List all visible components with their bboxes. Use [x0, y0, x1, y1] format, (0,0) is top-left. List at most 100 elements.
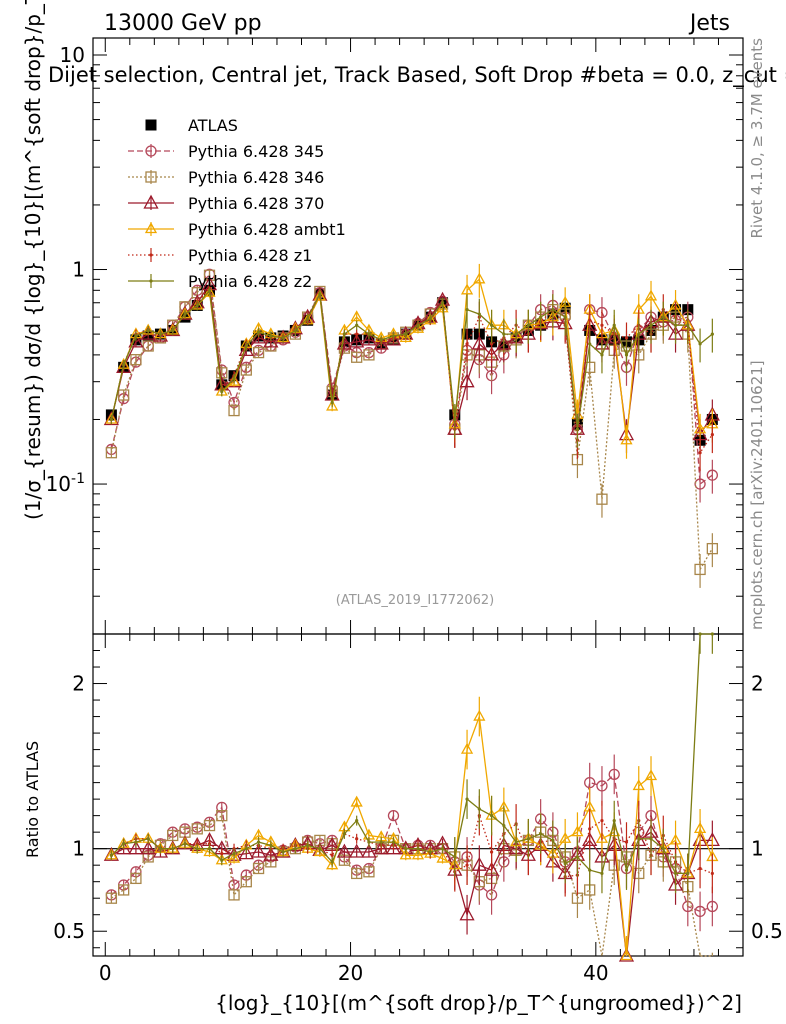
ratio-point-pythia-6-428-370 — [336, 843, 353, 858]
legend-marker-pythia-6-428-346 — [145, 171, 157, 183]
ratio-point-pythia-6-428-345 — [387, 809, 400, 822]
data-point-pythia-6-428-z2 — [404, 332, 408, 336]
data-point-pythia-6-428-370 — [103, 411, 119, 426]
ratio-point-pythia-6-428-z2 — [281, 850, 285, 854]
ratio-point-pythia-6-428-370 — [177, 835, 193, 850]
ratio-point-pythia-6-428-ambt1 — [350, 795, 363, 807]
ratio-point-pythia-6-428-z2 — [600, 871, 604, 876]
data-point-pythia-6-428-ambt1 — [644, 289, 658, 301]
data-point-pythia-6-428-z2 — [563, 315, 567, 319]
ratio-point-pythia-6-428-345 — [694, 905, 706, 918]
ratio-point-pythia-6-428-370 — [250, 843, 267, 858]
data-point-pythia-6-428-z1 — [465, 342, 469, 346]
data-point-pythia-6-428-z2 — [281, 336, 285, 340]
ratio-point-pythia-6-428-z2 — [379, 840, 383, 844]
ratio-point-pythia-6-428-z2 — [698, 632, 702, 636]
data-point-pythia-6-428-z2 — [195, 303, 199, 308]
ratio-point-pythia-6-428-ambt1 — [620, 949, 633, 961]
ratio-point-pythia-6-428-370 — [459, 906, 475, 921]
data-point-pythia-6-428-z2 — [355, 323, 359, 327]
ratio-point-pythia-6-428-ambt1 — [473, 709, 486, 721]
data-point-pythia-6-428-z2 — [330, 400, 334, 405]
ratio-point-pythia-6-428-370 — [385, 840, 402, 855]
data-point-pythia-6-428-z2 — [526, 323, 530, 327]
data-point-pythia-6-428-z2 — [220, 389, 224, 394]
data-point-pythia-6-428-370 — [165, 322, 181, 337]
ratio-point-pythia-6-428-370 — [238, 845, 254, 860]
ratio-point-pythia-6-428-z2 — [686, 871, 690, 876]
ratio-point-pythia-6-428-370 — [471, 856, 487, 871]
legend-marker-pythia-6-428-z1 — [149, 253, 153, 257]
ratio-point-pythia-6-428-ambt1 — [399, 848, 412, 860]
y-tick-label-ratio-right: 2 — [751, 672, 764, 696]
ratio-point-pythia-6-428-ambt1 — [644, 769, 658, 781]
ratio-point-pythia-6-428-346 — [191, 823, 203, 835]
data-point-pythia-6-428-z2 — [710, 332, 714, 336]
ratio-point-pythia-6-428-346 — [216, 809, 228, 822]
ratio-point-pythia-6-428-345 — [608, 768, 620, 781]
data-point-pythia-6-428-346 — [596, 493, 608, 505]
data-point-pythia-6-428-z2 — [453, 417, 457, 422]
ratio-point-pythia-6-428-z2 — [575, 855, 580, 859]
ratio-point-pythia-6-428-346 — [118, 884, 130, 896]
ratio-point-pythia-6-428-346 — [105, 892, 118, 904]
ratio-point-pythia-6-428-370 — [263, 846, 279, 861]
legend-marker-atlas — [145, 119, 157, 131]
ratio-point-pythia-6-428-z2 — [649, 837, 653, 841]
ratio-point-pythia-6-428-345 — [706, 900, 718, 913]
data-point-pythia-6-428-z2 — [146, 328, 150, 333]
ratio-point-pythia-6-428-z2 — [526, 837, 530, 841]
ratio-point-pythia-6-428-ambt1 — [436, 851, 449, 863]
data-point-pythia-6-428-ambt1 — [313, 289, 326, 301]
ratio-point-pythia-6-428-346 — [130, 872, 142, 885]
ratio-point-pythia-6-428-370 — [361, 843, 377, 858]
legend-label-atlas: ATLAS — [188, 116, 238, 135]
ratio-point-pythia-6-428-z2 — [256, 840, 261, 844]
ratio-point-pythia-6-428-z2 — [502, 823, 506, 828]
data-point-pythia-6-428-ambt1 — [326, 399, 339, 411]
data-point-pythia-6-428-370 — [349, 333, 365, 348]
ratio-point-pythia-6-428-z2 — [207, 847, 212, 851]
ratio-point-pythia-6-428-z2 — [306, 843, 310, 847]
ratio-point-pythia-6-428-z2 — [465, 797, 469, 801]
y-tick-label-ratio: 0.5 — [53, 919, 85, 943]
y-tick-label-ratio: 2 — [72, 672, 85, 696]
data-point-pythia-6-428-ambt1 — [350, 310, 363, 322]
y-axis-label-ratio: Ratio to ATLAS — [23, 741, 42, 858]
ratio-point-pythia-6-428-z2 — [588, 868, 592, 872]
data-point-pythia-6-428-z2 — [600, 353, 604, 357]
ratio-point-pythia-6-428-z2 — [318, 847, 322, 851]
data-point-pythia-6-428-370 — [140, 325, 156, 340]
data-point-pythia-6-428-ambt1 — [620, 433, 633, 445]
data-point-pythia-6-428-z2 — [367, 332, 371, 336]
data-point-pythia-6-428-370 — [336, 335, 353, 350]
data-point-pythia-6-428-z2 — [134, 334, 138, 338]
data-point-pythia-6-428-z2 — [207, 288, 212, 292]
data-point-pythia-6-428-z2 — [588, 342, 592, 346]
data-point-pythia-6-428-z1 — [588, 318, 592, 322]
data-point-pythia-6-428-370 — [238, 341, 254, 356]
ratio-point-pythia-6-428-z1 — [588, 827, 592, 831]
process-label: Jets — [688, 11, 730, 36]
data-point-pythia-6-428-z2 — [637, 332, 641, 336]
ratio-point-pythia-6-428-z2 — [355, 818, 359, 823]
rivet-label: Rivet 4.1.0, ≥ 3.7M events — [748, 38, 766, 239]
data-point-pythia-6-428-z1 — [355, 332, 359, 336]
ratio-point-pythia-6-428-z2 — [710, 632, 714, 636]
data-point-pythia-6-428-346 — [706, 542, 718, 555]
data-point-pythia-6-428-ambt1 — [203, 285, 216, 297]
ratio-panel — [93, 632, 743, 962]
ratio-point-pythia-6-428-345 — [596, 780, 608, 792]
energy-label: 13000 GeV pp — [104, 11, 262, 36]
analysis-id: (ATLAS_2019_I1772062) — [336, 593, 494, 608]
data-point-pythia-6-428-z2 — [171, 328, 175, 333]
data-point-pythia-6-428-z2 — [686, 323, 690, 327]
y-tick-label-main: 1 — [72, 258, 85, 282]
data-point-pythia-6-428-z1 — [600, 323, 604, 327]
ratio-point-pythia-6-428-z1 — [355, 837, 359, 841]
ratio-point-pythia-6-428-z2 — [232, 852, 236, 856]
ratio-point-pythia-6-428-ambt1 — [227, 851, 241, 863]
data-point-pythia-6-428-370 — [471, 335, 487, 350]
main-panel — [103, 263, 720, 588]
